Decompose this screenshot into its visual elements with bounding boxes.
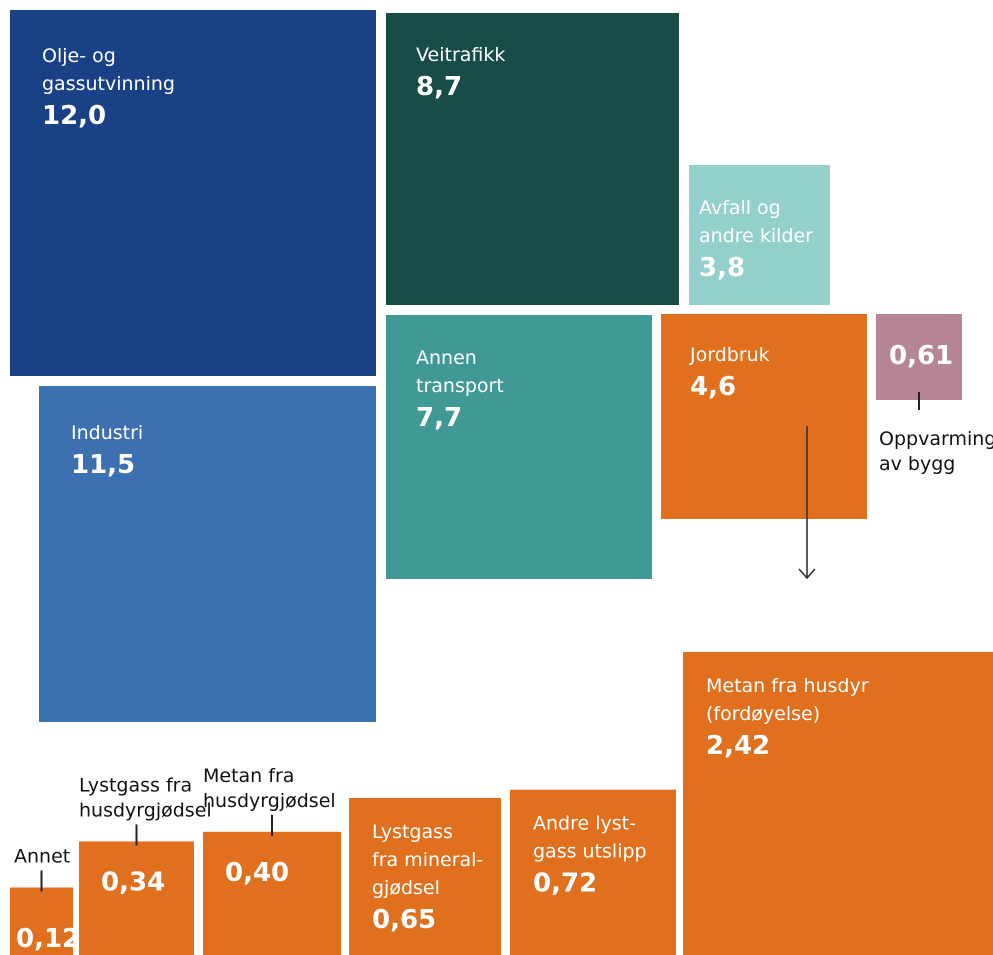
bar-annet xyxy=(10,887,73,955)
treemap-label-olje-og-gassutvinning: Olje- og xyxy=(42,45,116,67)
jordbruk-breakdown: Annet 0,12 Lystgass fra husdyrgjødsel 0,34 Me… xyxy=(10,652,993,955)
bar-label-metan-fra-husdyrgjodsel: Metan fra xyxy=(203,765,294,787)
treemap-value-annen-transport: 7,7 xyxy=(416,403,462,433)
treemap-value-veitrafikk: 8,7 xyxy=(416,72,462,102)
treemap-label-oppvarming-av-bygg: av bygg xyxy=(879,453,955,475)
bar-label-metan-fra-husdyr-fordoyelse: Metan fra husdyr xyxy=(706,675,869,697)
bar-label-annet: Annet xyxy=(14,846,70,868)
treemap: Olje- og gassutvinning 12,0 Veitrafikk 8,7 Av… xyxy=(10,10,993,722)
bar-label-andre-lystgass-utslipp: Andre lyst- xyxy=(533,813,636,835)
bar-label-metan-fra-husdyr-fordoyelse: (fordøyelse) xyxy=(706,703,820,725)
treemap-label-olje-og-gassutvinning: gassutvinning xyxy=(42,73,175,95)
treemap-value-jordbruk: 4,6 xyxy=(690,372,736,402)
bar-value-lystgass-fra-husdyrgjodsel: 0,34 xyxy=(101,867,165,897)
treemap-label-veitrafikk: Veitrafikk xyxy=(416,44,505,66)
bar-value-andre-lystgass-utslipp: 0,72 xyxy=(533,869,597,899)
bar-label-lystgass-fra-husdyrgjodsel: Lystgass fra xyxy=(79,774,192,796)
treemap-label-industri: Industri xyxy=(71,422,143,444)
treemap-cell-veitrafikk xyxy=(386,13,679,305)
bar-value-lystgass-fra-mineralgjodsel: 0,65 xyxy=(372,905,436,935)
treemap-cell-annen-transport xyxy=(386,315,652,579)
treemap-value-avfall-og-andre-kilder: 3,8 xyxy=(699,253,745,283)
bar-metan-fra-husdyr-fordoyelse xyxy=(683,652,993,955)
treemap-cell-oppvarming-av-bygg xyxy=(876,314,962,400)
treemap-cell-olje-og-gassutvinning xyxy=(10,10,376,376)
bar-value-metan-fra-husdyr-fordoyelse: 2,42 xyxy=(706,731,770,761)
bar-label-lystgass-fra-husdyrgjodsel: husdyrgjødsel xyxy=(79,799,212,821)
treemap-label-annen-transport: Annen xyxy=(416,347,477,369)
treemap-cell-jordbruk xyxy=(661,314,867,519)
treemap-cell-industri xyxy=(39,386,376,722)
treemap-label-avfall-og-andre-kilder: andre kilder xyxy=(699,225,813,247)
bar-value-annet: 0,12 xyxy=(16,924,80,954)
bar-lystgass-fra-mineralgjodsel xyxy=(349,797,501,955)
treemap-value-olje-og-gassutvinning: 12,0 xyxy=(42,101,106,131)
treemap-value-oppvarming-av-bygg: 0,61 xyxy=(889,341,953,371)
bar-andre-lystgass-utslipp xyxy=(510,789,676,955)
bar-label-andre-lystgass-utslipp: gass utslipp xyxy=(533,841,647,863)
treemap-label-jordbruk: Jordbruk xyxy=(689,344,770,366)
treemap-cell-avfall-og-andre-kilder xyxy=(689,165,830,305)
treemap-value-industri: 11,5 xyxy=(71,450,135,480)
treemap-label-oppvarming-av-bygg: Oppvarming xyxy=(879,428,993,450)
treemap-label-annen-transport: transport xyxy=(416,375,504,397)
treemap-label-avfall-og-andre-kilder: Avfall og xyxy=(699,197,781,219)
bar-metan-fra-husdyrgjodsel xyxy=(203,831,341,955)
bar-label-lystgass-fra-mineralgjodsel: Lystgass xyxy=(372,821,453,843)
bar-lystgass-fra-husdyrgjodsel xyxy=(79,841,194,955)
jordbruk-arrow-head xyxy=(798,568,816,580)
bar-value-metan-fra-husdyrgjodsel: 0,40 xyxy=(225,858,289,888)
bar-label-lystgass-fra-mineralgjodsel: gjødsel xyxy=(372,877,440,899)
bar-label-lystgass-fra-mineralgjodsel: fra mineral- xyxy=(372,849,483,871)
bar-label-metan-fra-husdyrgjodsel: husdyrgjødsel xyxy=(203,790,336,812)
